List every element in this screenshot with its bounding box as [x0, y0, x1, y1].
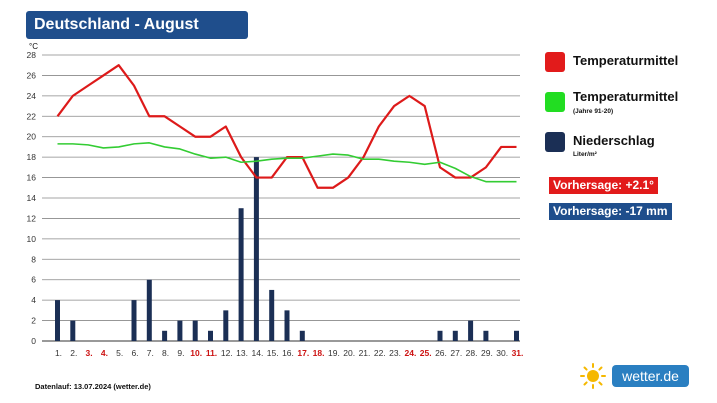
legend-sub-temperature-normal: (Jahre 91-20): [573, 108, 614, 115]
precipitation-bar: [70, 320, 76, 341]
x-tick-label: 26.: [435, 348, 447, 358]
y-tick-label: 0: [31, 336, 36, 346]
y-tick-label: 20: [27, 132, 37, 142]
precipitation-bar: [514, 330, 519, 341]
x-tick-label: 23.: [389, 348, 401, 358]
y-tick-label: 16: [27, 173, 37, 183]
data-run-footer: Datenlauf: 13.07.2024 (wetter.de): [35, 382, 151, 391]
x-tick-label: 31.: [512, 348, 524, 358]
x-tick-label: 20.: [343, 348, 355, 358]
wetter-de-logo: wetter.de: [612, 365, 689, 387]
chart-title: Deutschland - August: [26, 11, 248, 39]
y-tick-label: 12: [27, 213, 37, 223]
x-tick-label: 8.: [162, 348, 169, 358]
x-tick-label: 16.: [282, 348, 294, 358]
precipitation-bar: [483, 330, 489, 341]
y-tick-label: 14: [27, 193, 37, 203]
precipitation-bar: [238, 208, 244, 341]
precipitation-bar: [253, 157, 259, 341]
x-tick-label: 9.: [177, 348, 184, 358]
x-tick-label: 30.: [496, 348, 508, 358]
temperature-line: [56, 64, 517, 189]
x-tick-label: 24.: [404, 348, 416, 358]
y-tick-label: 10: [27, 234, 37, 244]
x-tick-label: 25.: [420, 348, 432, 358]
x-tick-label: 7.: [147, 348, 154, 358]
temperature-normal-line: [57, 142, 517, 183]
x-tick-label: 3.: [86, 348, 93, 358]
x-tick-label: 14.: [251, 348, 263, 358]
legend-swatch-precipitation: [545, 132, 565, 152]
precipitation-bar: [131, 300, 137, 341]
precipitation-bar: [146, 279, 152, 341]
forecast-precipitation-badge: Vorhersage: -17 mm: [549, 203, 672, 220]
x-tick-label: 29.: [481, 348, 493, 358]
legend-swatch-temperature-normal: [545, 92, 565, 112]
x-tick-label: 10.: [190, 348, 202, 358]
legend-swatch-temperature: [545, 52, 565, 72]
x-tick-label: 19.: [328, 348, 340, 358]
precipitation-bar: [452, 330, 458, 341]
x-tick-label: 5.: [116, 348, 123, 358]
precipitation-bar: [192, 320, 198, 341]
x-tick-label: 13.: [236, 348, 248, 358]
precipitation-bar: [269, 289, 275, 341]
precipitation-bar: [468, 320, 474, 341]
y-tick-label: 2: [31, 316, 36, 326]
precipitation-bar: [177, 320, 183, 341]
x-tick-label: 15.: [267, 348, 279, 358]
x-tick-label: 22.: [374, 348, 386, 358]
legend-sub-precipitation: Liter/m²: [573, 151, 597, 158]
x-tick-label: 27.: [450, 348, 462, 358]
precipitation-bar: [55, 300, 60, 341]
y-tick-label: 26: [27, 70, 37, 80]
legend-label-precipitation: Niederschlag: [573, 133, 655, 148]
x-tick-label: 2.: [70, 348, 77, 358]
sun-icon: [580, 363, 606, 389]
precipitation-bar: [299, 330, 305, 341]
x-tick-label: 6.: [131, 348, 138, 358]
precipitation-bar: [223, 310, 229, 341]
x-tick-label: 12.: [221, 348, 233, 358]
x-tick-label: 28.: [466, 348, 478, 358]
y-tick-label: 24: [27, 91, 37, 101]
y-tick-label: 28: [27, 50, 37, 60]
x-tick-label: 1.: [55, 348, 62, 358]
y-tick-label: 4: [31, 295, 36, 305]
y-tick-label: 8: [31, 254, 36, 264]
precipitation-bar: [208, 330, 213, 341]
y-tick-label: 6: [31, 275, 36, 285]
precipitation-bar: [162, 330, 168, 341]
x-tick-label: 21.: [359, 348, 371, 358]
precipitation-bar: [437, 330, 443, 341]
legend: Temperaturmittel Temperaturmittel (Jahre…: [545, 52, 715, 192]
y-axis-unit-label: °C: [29, 42, 38, 51]
x-tick-label: 4.: [101, 348, 108, 358]
x-tick-label: 18.: [313, 348, 325, 358]
x-tick-label: 11.: [206, 348, 217, 358]
x-tick-label: 17.: [297, 348, 309, 358]
precipitation-bar: [284, 310, 290, 341]
y-tick-label: 18: [27, 152, 37, 162]
forecast-temperature-badge: Vorhersage: +2.1°: [549, 177, 658, 194]
y-tick-label: 22: [27, 111, 37, 121]
legend-label-temperature-normal: Temperaturmittel: [573, 89, 679, 104]
legend-label-temperature: Temperaturmittel: [573, 53, 679, 68]
